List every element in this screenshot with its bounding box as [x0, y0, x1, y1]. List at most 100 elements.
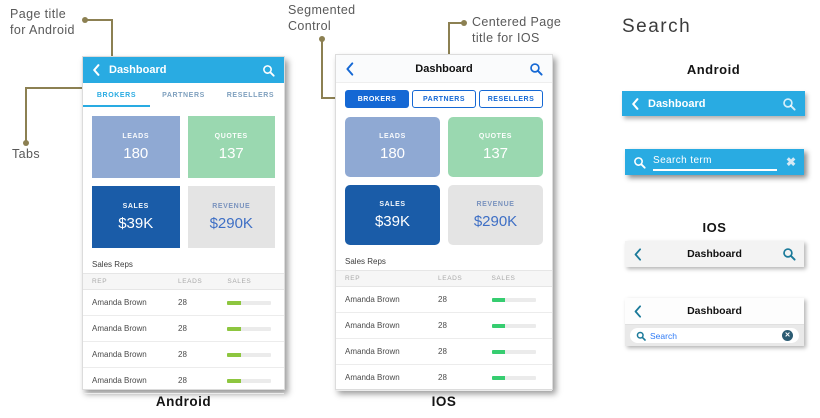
circle-x-icon[interactable]: ✕: [782, 330, 793, 341]
rep-leads: 28: [178, 350, 187, 359]
sales-progress-bar: [491, 375, 536, 380]
search-icon[interactable]: [529, 62, 543, 76]
search-input[interactable]: Search term: [653, 154, 777, 171]
table-row[interactable]: Amanda Brown 28: [336, 313, 552, 339]
section-title: Sales Reps: [345, 257, 386, 266]
search-icon[interactable]: [782, 97, 796, 111]
page-title: Dashboard: [415, 62, 473, 75]
stat-tiles: LEADS 180 QUOTES 137 SALES $39K REVENUE …: [83, 107, 284, 248]
sales-progress-bar: [227, 352, 272, 357]
table-row[interactable]: Amanda Brown 28: [336, 339, 552, 365]
callout-line: [25, 87, 27, 142]
table-row[interactable]: Amanda Brown 28: [83, 290, 284, 316]
sales-progress-bar: [491, 297, 536, 302]
annotation-centered-title-ios: Centered Page title for IOS: [472, 14, 561, 46]
stat-tiles: LEADS 180 QUOTES 137 SALES $39K REVENUE …: [336, 108, 552, 245]
section-title: Sales Reps: [92, 260, 133, 269]
annotation-line: Page title: [10, 7, 67, 21]
back-chevron-icon[interactable]: [631, 97, 639, 110]
rep-leads: 28: [438, 295, 447, 304]
tile-value: $39K: [118, 214, 154, 232]
ios-search-combo-sample: Dashboard Search ✕: [625, 298, 804, 346]
annotation-page-title-android: Page title for Android: [10, 6, 75, 38]
callout-dot: [23, 140, 29, 146]
back-chevron-icon[interactable]: [92, 64, 100, 76]
ios-nav-bar: Dashboard: [336, 55, 552, 83]
table-header: REP LEADS SALES: [336, 270, 552, 287]
segment-partners[interactable]: PARTNERS: [412, 90, 476, 108]
col-rep: REP: [345, 275, 361, 282]
tile-revenue: REVENUE $290K: [187, 186, 275, 248]
annotation-tabs: Tabs: [12, 147, 41, 161]
annotation-line: title for IOS: [472, 31, 540, 45]
rep-name: Amanda Brown: [92, 376, 147, 385]
clear-x-icon[interactable]: ✖: [785, 155, 796, 169]
rep-leads: 28: [438, 373, 447, 382]
page-title: Dashboard: [648, 97, 706, 110]
back-chevron-icon[interactable]: [345, 61, 354, 76]
search-input[interactable]: Search: [650, 330, 677, 341]
tile-label: REVENUE: [212, 202, 251, 210]
callout-line: [111, 19, 113, 64]
android-app-bar: Dashboard: [83, 57, 284, 83]
table-header: REP LEADS SALES: [83, 273, 284, 290]
callout-dot: [461, 20, 467, 26]
sales-progress-bar: [227, 326, 272, 331]
tile-label: LEADS: [379, 132, 406, 140]
annotation-line: Segmented: [288, 3, 356, 17]
tile-sales: SALES $39K: [92, 186, 180, 248]
search-icon: [636, 331, 646, 341]
callout-line: [321, 40, 323, 99]
table-row[interactable]: Amanda Brown 28: [83, 316, 284, 342]
tile-label: LEADS: [122, 132, 150, 140]
tab-partners[interactable]: PARTNERS: [162, 91, 205, 99]
col-leads: LEADS: [178, 278, 203, 285]
ios-nav-bar: Dashboard: [625, 298, 804, 325]
back-chevron-icon[interactable]: [633, 304, 642, 318]
tile-leads: LEADS 180: [345, 117, 440, 177]
table-row[interactable]: Amanda Brown 28: [336, 287, 552, 313]
table-row[interactable]: Amanda Brown 28: [336, 365, 552, 391]
sales-reps-section: Sales Reps REP LEADS SALES Amanda Brown …: [336, 254, 552, 391]
rep-name: Amanda Brown: [345, 347, 400, 356]
tile-value: $290K: [473, 212, 518, 230]
rep-leads: 28: [178, 298, 187, 307]
tile-sales: SALES $39K: [345, 185, 440, 245]
segmented-control: BROKERS PARTNERS RESELLERS: [345, 90, 543, 108]
search-icon[interactable]: [262, 64, 275, 77]
rep-leads: 28: [178, 324, 187, 333]
table-row[interactable]: Amanda Brown 28: [83, 368, 284, 394]
android-search-bar-sample[interactable]: Search term ✖: [625, 149, 804, 175]
col-sales: SALES: [491, 275, 516, 282]
sales-progress-bar: [491, 349, 536, 354]
tile-label: QUOTES: [478, 132, 513, 140]
segment-brokers[interactable]: BROKERS: [345, 90, 409, 108]
sales-reps-section: Sales Reps REP LEADS SALES Amanda Brown …: [83, 257, 284, 394]
col-rep: REP: [92, 278, 108, 285]
rep-name: Amanda Brown: [345, 373, 400, 382]
page-title: Dashboard: [687, 305, 742, 317]
rep-name: Amanda Brown: [92, 298, 147, 307]
annotation-line: for Android: [10, 23, 75, 37]
tile-leads: LEADS 180: [92, 116, 180, 178]
search-field[interactable]: Search ✕: [630, 328, 799, 343]
col-leads: LEADS: [438, 275, 463, 282]
sales-progress-bar: [491, 323, 536, 328]
rep-leads: 28: [178, 376, 187, 385]
search-icon[interactable]: [782, 247, 796, 261]
annotation-line: Control: [288, 19, 332, 33]
back-chevron-icon[interactable]: [633, 247, 642, 261]
table-row[interactable]: Amanda Brown 28: [83, 342, 284, 368]
tile-value: 137: [482, 144, 509, 162]
tile-quotes: QUOTES 137: [187, 116, 275, 178]
page-title: Dashboard: [109, 64, 167, 76]
tab-resellers[interactable]: RESELLERS: [226, 91, 275, 99]
segment-resellers[interactable]: RESELLERS: [479, 90, 543, 108]
tile-value: $290K: [209, 214, 253, 232]
rep-leads: 28: [438, 321, 447, 330]
android-search-heading: Android: [686, 62, 741, 77]
ios-search-strip: Search ✕: [625, 325, 804, 346]
tab-brokers[interactable]: BROKERS: [83, 83, 150, 107]
tile-value: $39K: [374, 212, 411, 230]
